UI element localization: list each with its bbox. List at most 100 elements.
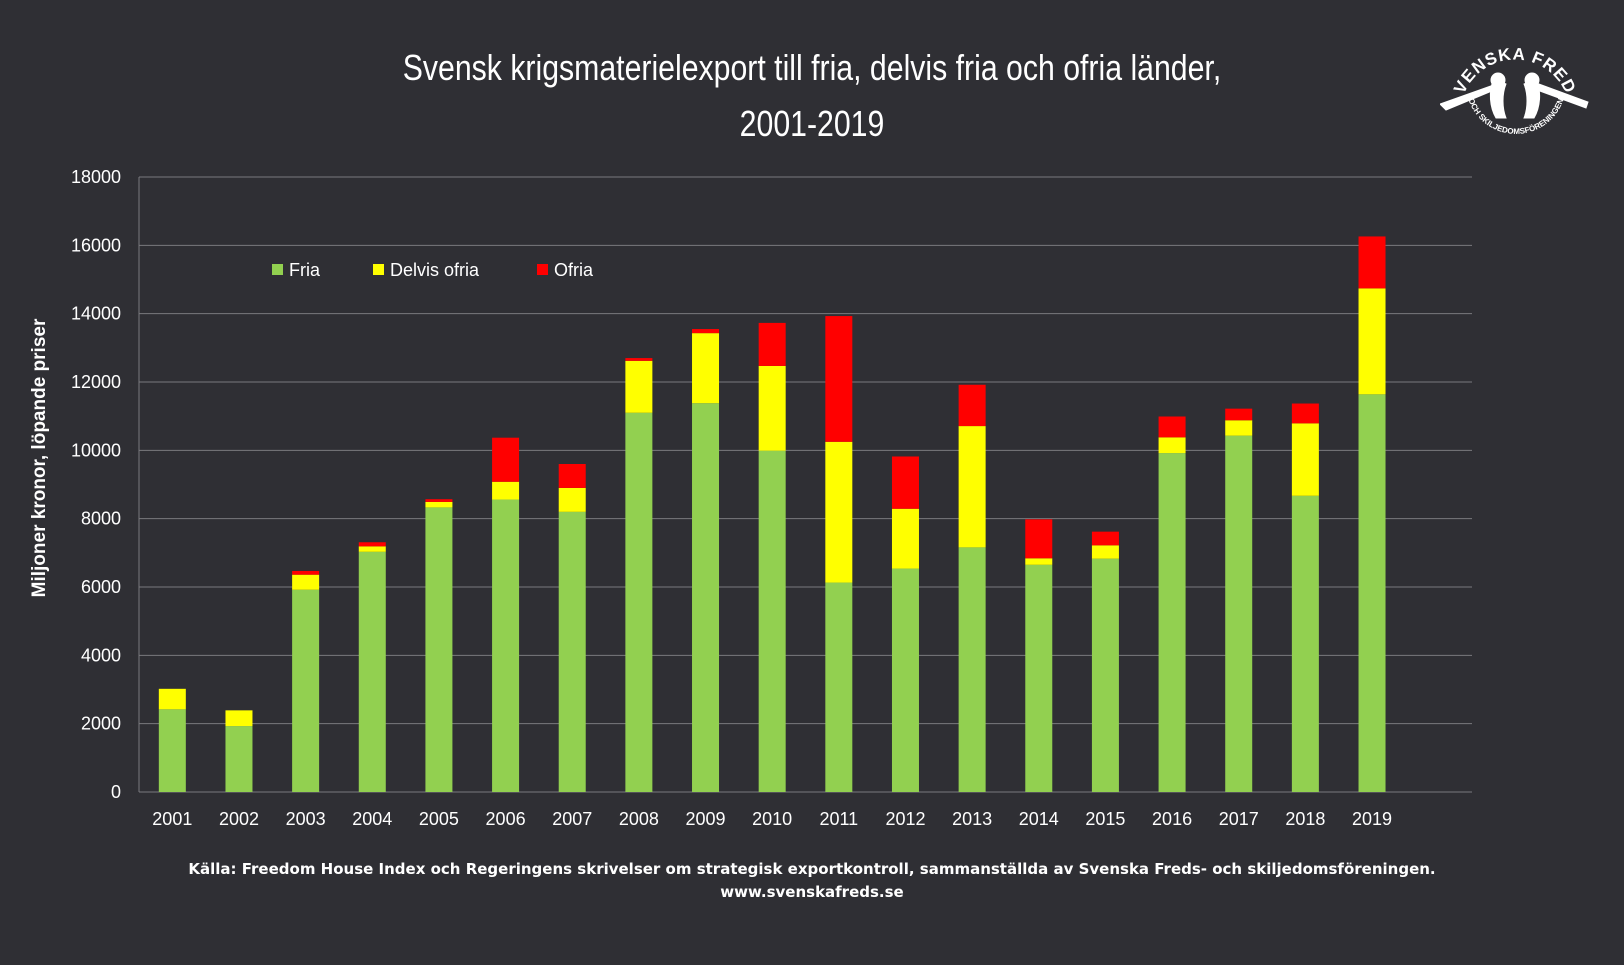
bar-segment-delvis-ofria — [358, 546, 386, 552]
bar-segment-ofria — [1225, 408, 1253, 421]
y-tick-label: 18000 — [71, 167, 121, 187]
bar-segment-delvis-ofria — [1291, 423, 1319, 496]
broken-rifle-hands-icon — [1440, 72, 1589, 119]
bar-segment-ofria — [1091, 531, 1119, 546]
bar-segment-fria — [625, 412, 653, 792]
bar-segment-delvis-ofria — [1225, 420, 1253, 436]
y-tick-label: 8000 — [81, 509, 121, 529]
bar-segment-ofria — [425, 499, 453, 502]
y-tick-label: 12000 — [71, 372, 121, 392]
x-tick-label: 2003 — [286, 809, 326, 829]
bar-segment-ofria — [292, 570, 320, 575]
bar-segment-ofria — [1025, 519, 1053, 559]
x-tick-label: 2014 — [1019, 809, 1059, 829]
bar-segment-delvis-ofria — [625, 360, 653, 413]
bar-segment-ofria — [825, 316, 853, 442]
x-tick-label: 2011 — [819, 809, 858, 829]
bar-segment-delvis-ofria — [891, 508, 919, 569]
bar-segment-fria — [1225, 435, 1253, 792]
chart-title: Svensk krigsmaterielexport till fria, de… — [130, 40, 1494, 152]
bar-segment-delvis-ofria — [425, 501, 453, 508]
bar-segment-delvis-ofria — [758, 365, 786, 451]
legend-label: Ofria — [554, 260, 594, 280]
y-tick-label: 6000 — [81, 577, 121, 597]
y-tick-label: 14000 — [71, 304, 121, 324]
bar-segment-delvis-ofria — [158, 688, 186, 710]
bar-segment-fria — [492, 499, 520, 792]
bar-segment-ofria — [692, 329, 720, 334]
source-url: www.svenskafreds.se — [720, 883, 904, 901]
bar-segment-ofria — [358, 542, 386, 547]
x-tick-label: 2001 — [152, 809, 192, 829]
bar-segment-delvis-ofria — [1158, 437, 1186, 454]
bar-segment-delvis-ofria — [1025, 558, 1053, 565]
bar-segment-delvis-ofria — [492, 481, 520, 500]
source-line1: Källa: Freedom House Index och Regeringe… — [188, 860, 1436, 878]
y-tick-label: 0 — [111, 782, 121, 802]
x-tick-label: 2002 — [219, 809, 259, 829]
x-tick-label: 2007 — [552, 809, 592, 829]
logo: SVENSKA FREDS OCH SKILJEDOMSFÖRENINGEN — [1440, 22, 1589, 136]
x-tick-label: 2013 — [952, 809, 992, 829]
y-tick-label: 4000 — [81, 645, 121, 665]
x-tick-label: 2008 — [619, 809, 659, 829]
x-tick-label: 2005 — [419, 809, 459, 829]
bar-segment-fria — [225, 726, 253, 792]
x-tick-label: 2019 — [1352, 809, 1392, 829]
bar-segment-fria — [758, 450, 786, 792]
chart-title-line1: Svensk krigsmaterielexport till fria, de… — [402, 47, 1222, 88]
bar-segment-fria — [1158, 453, 1186, 792]
y-axis-label: Miljoner kronor, löpande priser — [29, 318, 50, 598]
y-tick-label: 10000 — [71, 440, 121, 460]
bar-segment-delvis-ofria — [225, 710, 253, 727]
bar-segment-fria — [558, 511, 586, 792]
bar-segment-fria — [1291, 495, 1319, 792]
y-tick-label: 2000 — [81, 714, 121, 734]
legend-swatch — [373, 264, 384, 275]
bar-segment-fria — [292, 589, 320, 792]
x-tick-labels: 2001 2002 2003 2004 2005 2006 2007 2008 2009 2010… — [152, 809, 1392, 829]
bar-segment-ofria — [1358, 236, 1386, 289]
x-tick-label: 2012 — [885, 809, 925, 829]
gridlines — [138, 176, 1472, 793]
x-tick-label: 2004 — [352, 809, 392, 829]
bar-segment-ofria — [958, 384, 986, 427]
bar-segment-ofria — [492, 437, 520, 482]
bar-segment-fria — [891, 568, 919, 792]
x-tick-label: 2018 — [1285, 809, 1325, 829]
y-tick-label: 16000 — [71, 235, 121, 255]
source-note: Källa: Freedom House Index och Regeringe… — [0, 858, 1624, 904]
x-tick-label: 2009 — [686, 809, 726, 829]
x-tick-label: 2006 — [486, 809, 526, 829]
legend-swatch — [272, 264, 283, 275]
bar-segment-ofria — [891, 456, 919, 509]
bar-segment-delvis-ofria — [1358, 288, 1386, 395]
bar-segment-ofria — [625, 358, 653, 361]
x-tick-label: 2017 — [1219, 809, 1259, 829]
bar-segment-ofria — [758, 322, 786, 366]
bar-segment-delvis-ofria — [692, 333, 720, 404]
bar-segment-ofria — [1158, 416, 1186, 438]
legend-label: Delvis ofria — [390, 260, 480, 280]
chart-title-line2: 2001-2019 — [739, 103, 885, 144]
bar-segment-fria — [692, 403, 720, 792]
bar-segment-delvis-ofria — [292, 574, 320, 590]
x-tick-label: 2015 — [1085, 809, 1125, 829]
bar-segment-fria — [1091, 558, 1119, 792]
bar-segment-fria — [958, 547, 986, 792]
bar-segment-ofria — [1291, 403, 1319, 424]
y-tick-labels: 0 2000 4000 6000 8000 10000 12000 14000 16000 180… — [71, 167, 121, 802]
bars — [158, 236, 1386, 792]
bar-segment-fria — [1358, 394, 1386, 792]
legend-label: Fria — [289, 260, 321, 280]
bar-segment-fria — [1025, 564, 1053, 792]
bar-segment-delvis-ofria — [1091, 545, 1119, 559]
bar-segment-fria — [358, 551, 386, 792]
legend-swatch — [537, 264, 548, 275]
bar-segment-delvis-ofria — [825, 441, 853, 583]
x-tick-label: 2016 — [1152, 809, 1192, 829]
bar-segment-ofria — [558, 464, 586, 488]
bar-segment-delvis-ofria — [558, 487, 586, 512]
x-tick-label: 2010 — [752, 809, 792, 829]
